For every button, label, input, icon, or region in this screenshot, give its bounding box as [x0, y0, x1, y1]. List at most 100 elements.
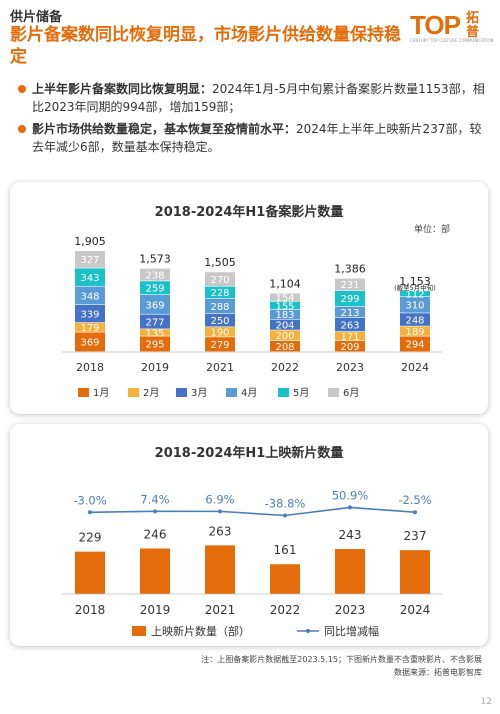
bar-segment — [400, 313, 430, 326]
bar-segment — [140, 329, 170, 336]
yoy-point — [153, 509, 157, 514]
segment-value-label: 310 — [405, 301, 424, 312]
bar-segment — [75, 251, 105, 268]
bullet-text: 2024年上半年上映新片237部，较去年减少6部，数量基本保持稳定。 — [32, 122, 482, 154]
bar-segment — [140, 336, 170, 352]
legend-label: 3月 — [191, 387, 207, 399]
bullet-text: 2024年1月-5月中旬累计备案影片数量1153部，相比2023年同期的994部… — [32, 82, 485, 114]
bar-segment — [270, 301, 300, 310]
yoy-point — [348, 505, 352, 510]
yoy-label: -38.8% — [265, 496, 306, 510]
segment-value-label: 369 — [145, 300, 164, 311]
yoy-label: -3.0% — [73, 493, 106, 507]
legend-swatch — [278, 388, 289, 397]
segment-value-label: 228 — [210, 288, 229, 299]
footnote: 注：上图备案影片数据截至2023.5.15；下图新片数量不含重映影片、不含影展 … — [201, 653, 482, 679]
bar-value-label: 161 — [274, 543, 297, 557]
segment-value-label: 189 — [405, 327, 424, 338]
bullet-item: 上半年影片备案数同比恢复明显：2024年1月-5月中旬累计备案影片数量1153部… — [18, 80, 488, 116]
bar — [205, 545, 235, 594]
bar-segment — [335, 331, 365, 341]
chart-title: 2018-2024年H1备案影片数量 — [155, 204, 344, 220]
legend-point — [306, 629, 310, 633]
segment-value-label: 288 — [210, 302, 229, 313]
legend-label: 上映新片数量（部） — [151, 624, 250, 638]
segment-value-label: 135 — [145, 328, 164, 339]
bar-line-chart: 2018-2024年H1上映新片数量 229 -3.0% 2018 246 7.4% 201… — [62, 445, 442, 638]
bar-segment — [270, 293, 300, 302]
bullet-list: 上半年影片备案数同比恢复明显：2024年1月-5月中旬累计备案影片数量1153部… — [18, 80, 488, 160]
bar-value-label: 229 — [79, 531, 102, 545]
logo-cn-text: 拓普 — [466, 11, 480, 40]
segment-value-label: 183 — [275, 310, 294, 321]
x-tick-label: 2021 — [206, 361, 234, 374]
bar-segment — [270, 319, 300, 330]
bar-segment — [140, 268, 170, 281]
logo-subtext: CENTURY TOP CULTURE COMMUNICATION — [410, 38, 494, 43]
segment-value-label: 213 — [340, 308, 359, 319]
total-label: 1,386 — [334, 263, 366, 276]
legend-swatch — [176, 388, 187, 397]
total-label: 1,153 — [399, 275, 431, 288]
bar-value-label: 246 — [144, 527, 167, 541]
yoy-point — [218, 509, 222, 514]
total-note: (截至5月中旬) — [394, 283, 436, 292]
segment-value-label: 294 — [405, 340, 424, 351]
footnote-line: 注：上图备案影片数据截至2023.5.15；下图新片数量不含重映影片、不含影展 — [201, 655, 482, 664]
bar-segment — [270, 309, 300, 319]
total-label: 1,505 — [204, 256, 236, 269]
bar-segment — [400, 296, 430, 313]
bar — [75, 551, 105, 594]
bar-segment — [270, 340, 300, 352]
yoy-label: 50.9% — [332, 488, 369, 502]
logo-text: TOP — [410, 10, 461, 40]
x-tick-label: 2022 — [270, 603, 301, 617]
bar-segment — [205, 327, 235, 337]
bar-segment — [270, 330, 300, 341]
bar-segment — [205, 337, 235, 352]
bar-segment — [335, 290, 365, 307]
legend-swatch — [226, 388, 237, 397]
bar — [270, 564, 300, 594]
page-number: 12 — [480, 697, 492, 707]
segment-value-label: 179 — [80, 323, 99, 334]
legend-label: 6月 — [343, 387, 359, 399]
segment-value-label: 208 — [275, 342, 294, 353]
yoy-point — [88, 510, 92, 515]
segment-value-label: 348 — [80, 291, 99, 302]
bar-value-label: 243 — [339, 528, 362, 542]
yoy-label: 6.9% — [205, 492, 234, 506]
segment-value-label: 259 — [145, 284, 164, 295]
segment-value-label: 190 — [210, 328, 229, 339]
yoy-line — [89, 506, 416, 517]
segment-value-label: 171 — [340, 332, 359, 343]
bar — [140, 548, 170, 594]
bar-segment — [140, 281, 170, 295]
bar-segment — [75, 322, 105, 332]
x-tick-label: 2024 — [400, 603, 431, 617]
bar-segment — [140, 294, 170, 314]
chart-card-releases: 2018-2024年H1上映新片数量 229 -3.0% 2018 246 7.4% 201… — [10, 424, 488, 646]
bar-segment — [400, 326, 430, 336]
segment-value-label: 155 — [275, 301, 294, 312]
total-label: 1,905 — [74, 235, 106, 248]
bullet-bold-text: 影片市场供给数量稳定，基本恢复至疫情前水平： — [32, 122, 297, 136]
source-line: 数据来源：拓普电影智库 — [394, 668, 482, 677]
bar-segment — [335, 306, 365, 318]
segment-value-label: 231 — [340, 280, 359, 291]
section-label: 供片储备 — [10, 10, 63, 25]
bar-segment — [75, 332, 105, 352]
legend-label: 同比增减幅 — [324, 624, 379, 638]
chart-title: 2018-2024年H1上映新片数量 — [155, 445, 344, 461]
bar-value-label: 237 — [404, 529, 427, 543]
bullet-bold-text: 上半年影片备案数同比恢复明显： — [32, 82, 213, 96]
yoy-point — [283, 513, 287, 518]
bar-segment — [205, 286, 235, 299]
legend-swatch — [328, 388, 339, 397]
legend-swatch — [132, 626, 146, 636]
x-tick-label: 2019 — [141, 361, 169, 374]
yoy-point — [413, 510, 417, 515]
bar — [335, 549, 365, 594]
segment-value-label: 369 — [80, 338, 99, 349]
x-tick-label: 2018 — [75, 603, 106, 617]
